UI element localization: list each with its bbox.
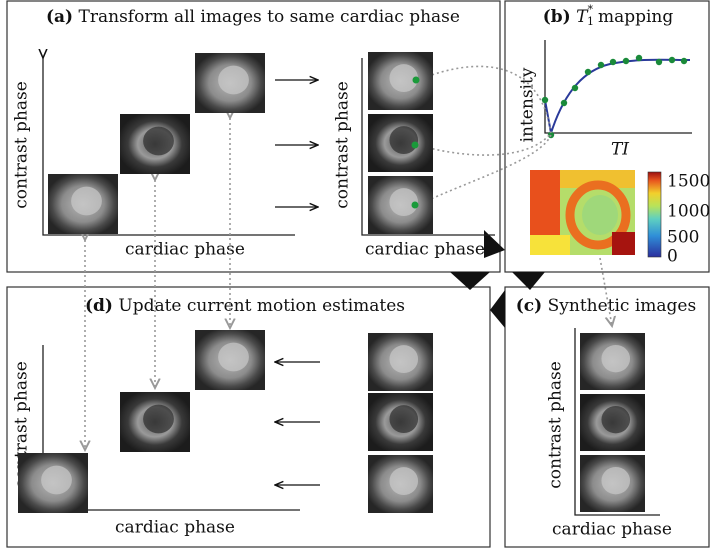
- title-subscript: 1: [587, 15, 594, 28]
- mri-heart: [41, 466, 72, 495]
- mri-heart: [389, 126, 418, 154]
- mri-heart: [601, 406, 630, 433]
- panel-label: (b): [543, 7, 571, 27]
- colorbar: [648, 172, 661, 257]
- t1-map: [530, 170, 635, 255]
- mri-heart: [143, 405, 174, 434]
- axis-label: cardiac phase: [125, 240, 245, 260]
- mri-heart: [601, 467, 630, 494]
- title-text: Update current motion estimates: [118, 296, 405, 316]
- title-text: mapping: [598, 7, 673, 27]
- panel-title: (a) Transform all images to same cardiac…: [46, 7, 460, 27]
- axis-label: contrast phase: [333, 81, 353, 209]
- mri-heart: [218, 343, 249, 372]
- axes: [545, 40, 692, 133]
- panel-label: (a): [46, 7, 73, 27]
- axis-label: cardiac phase: [552, 520, 672, 540]
- mri-heart: [71, 187, 102, 216]
- figure: (a) Transform all images to same cardiac…: [0, 0, 710, 548]
- axis-label: contrast phase: [12, 81, 32, 209]
- panel-title: (d) Update current motion estimates: [85, 296, 405, 316]
- fit-curve: [545, 60, 690, 133]
- colorbar-tick-label: 1000: [667, 202, 710, 222]
- flow-arrow: [490, 290, 505, 328]
- mri-heart: [389, 345, 418, 373]
- colorbar-tick-label: 500: [667, 228, 699, 248]
- mri-heart: [218, 66, 249, 95]
- mri-heart: [389, 405, 418, 433]
- arrows: [275, 362, 320, 485]
- mri-heart: [601, 345, 630, 372]
- colorbar-tick-label: 0: [667, 247, 678, 267]
- axis-label: contrast phase: [546, 361, 566, 489]
- colorbar-tick-label: 1500: [667, 172, 710, 192]
- samples: [542, 55, 687, 138]
- flow-arrow: [484, 230, 505, 258]
- axis-label: TI: [611, 140, 629, 160]
- panel-label: (c): [516, 296, 542, 316]
- arrows: [275, 80, 318, 207]
- panel-label: (d): [85, 296, 113, 316]
- title-text: Transform all images to same cardiac pha…: [79, 7, 460, 27]
- axis-label: cardiac phase: [365, 240, 485, 260]
- axis-label: cardiac phase: [115, 518, 235, 538]
- mri-heart: [143, 127, 174, 156]
- mri-heart: [389, 467, 418, 495]
- title-text: Synthetic images: [548, 296, 697, 316]
- panel-title: (c) Synthetic images: [516, 296, 696, 316]
